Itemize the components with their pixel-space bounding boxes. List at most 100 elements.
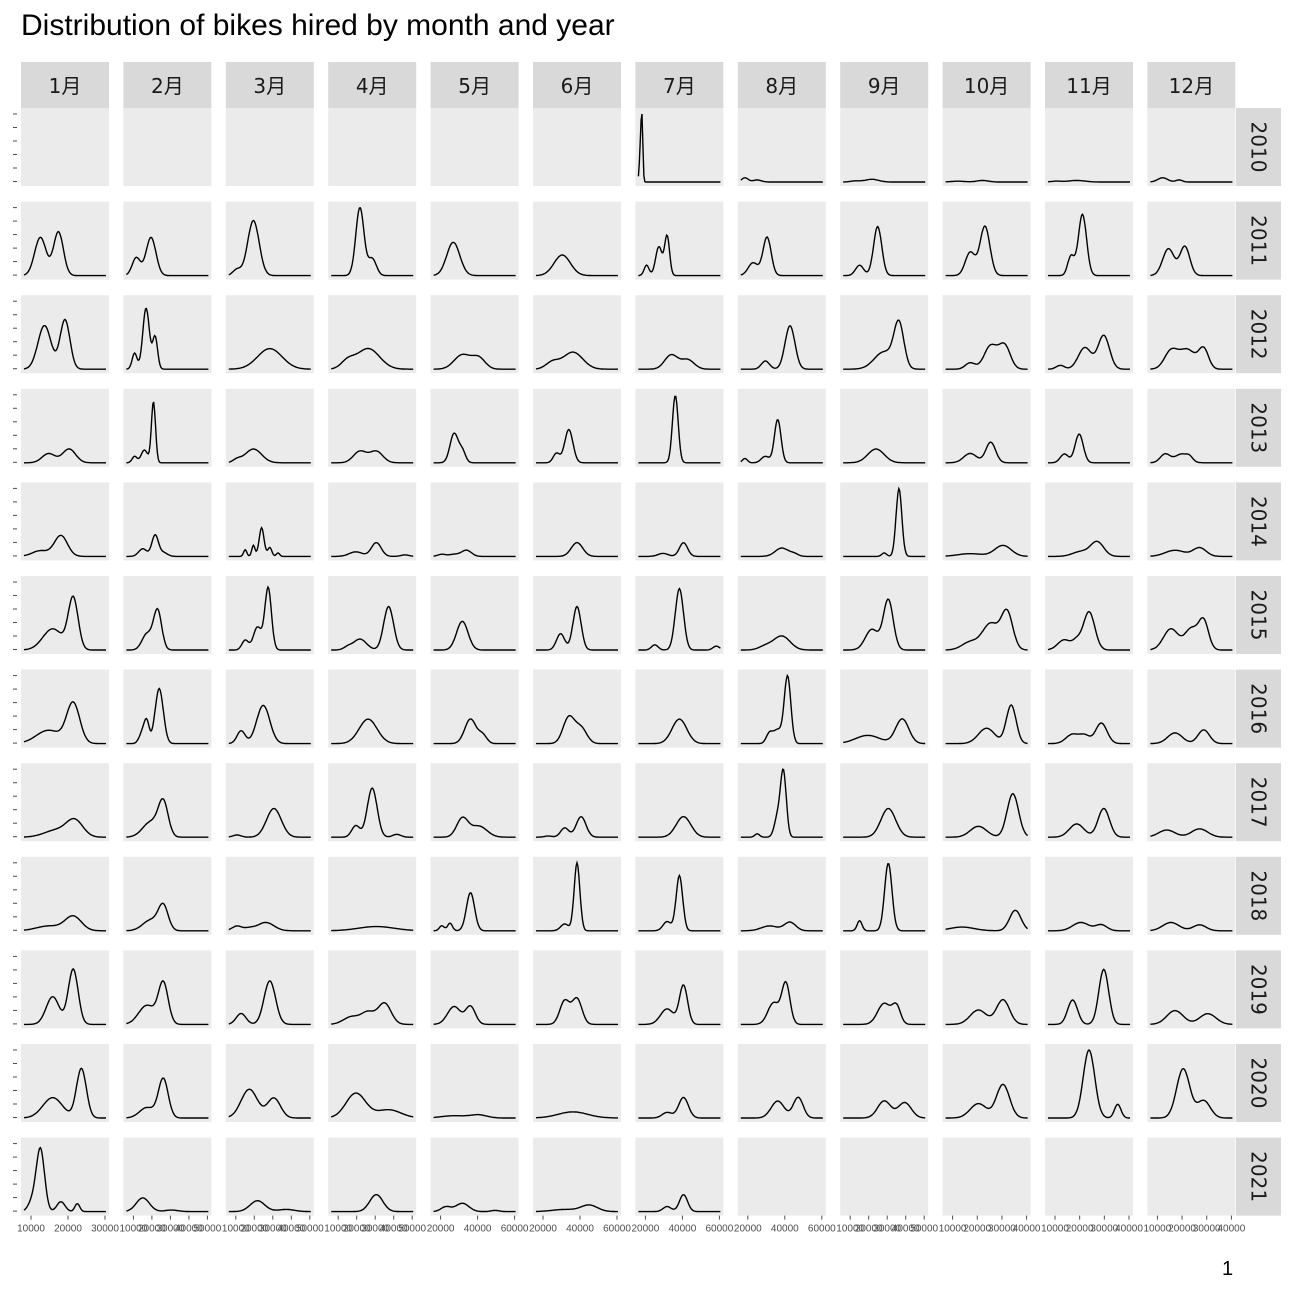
density-curve xyxy=(945,342,1028,370)
facet-panel xyxy=(635,201,724,280)
facet-panel xyxy=(21,388,109,467)
facet-panel xyxy=(328,388,417,467)
facet-panel xyxy=(737,388,826,467)
facet-panel xyxy=(1045,482,1133,561)
year-strip xyxy=(1236,576,1281,654)
facet-panel xyxy=(942,950,1031,1029)
density-curve xyxy=(740,635,823,651)
x-tick-label: 30000 xyxy=(988,1224,1016,1235)
density-curve xyxy=(23,1067,106,1119)
density-curve xyxy=(843,319,926,370)
density-curve xyxy=(843,448,926,464)
facet-panel xyxy=(328,1137,417,1216)
density-curve xyxy=(638,1096,721,1119)
facet-panel xyxy=(21,482,109,561)
month-strip-label: 12月 xyxy=(1169,74,1214,98)
density-curve xyxy=(945,608,1028,651)
facet-panel xyxy=(533,482,621,561)
facet-panel xyxy=(840,576,929,654)
density-curve xyxy=(331,1001,414,1026)
year-strip xyxy=(1236,1137,1281,1216)
density-curve xyxy=(1150,921,1233,932)
density-curve xyxy=(433,1113,516,1119)
density-curve xyxy=(740,236,823,277)
density-curve xyxy=(536,428,618,464)
facet-panel xyxy=(430,1137,519,1216)
facet-panel xyxy=(21,763,109,842)
year-strip-label: 2017 xyxy=(1247,777,1271,828)
density-curve xyxy=(228,807,311,838)
x-tick-label: 10000 xyxy=(939,1224,967,1235)
density-curve xyxy=(638,873,721,932)
year-strip xyxy=(1236,482,1281,561)
facet-panel xyxy=(635,763,724,842)
density-curve xyxy=(945,998,1028,1026)
density-curve xyxy=(126,534,209,558)
facet-panel xyxy=(737,856,826,935)
density-curve xyxy=(945,179,1028,183)
facet-panel xyxy=(225,1137,314,1216)
x-tick-label: 20000 xyxy=(529,1224,557,1235)
year-strip-label: 2020 xyxy=(1247,1058,1271,1109)
facet-panel xyxy=(430,1044,519,1122)
density-curve xyxy=(1048,433,1130,464)
facet-panel xyxy=(942,1137,1031,1216)
facet-panel xyxy=(1045,388,1133,467)
month-strip xyxy=(942,62,1031,108)
facet-panel xyxy=(942,201,1031,280)
density-curve xyxy=(535,351,618,370)
x-tick-label: 30000 xyxy=(1193,1224,1221,1235)
x-tick-label: 30000 xyxy=(873,1224,901,1235)
facet-panel xyxy=(737,201,826,280)
x-tick-label: 50000 xyxy=(910,1224,938,1235)
density-curve xyxy=(228,526,311,558)
facet-panel xyxy=(430,388,519,467)
x-tick-label: 20000 xyxy=(855,1224,883,1235)
month-strip-label: 1月 xyxy=(49,74,82,98)
density-curve xyxy=(126,687,209,745)
density-curve xyxy=(843,225,926,277)
year-strip-label: 2012 xyxy=(1247,309,1271,360)
density-curve xyxy=(126,1197,209,1213)
x-tick-label: 20000 xyxy=(138,1224,166,1235)
facet-panel xyxy=(430,950,519,1029)
x-tick-label: 50000 xyxy=(296,1224,324,1235)
density-curve xyxy=(24,967,106,1026)
density-curve xyxy=(638,353,721,370)
facet-panel xyxy=(328,482,417,561)
facet-panel xyxy=(737,576,826,654)
x-tick-label: 30000 xyxy=(91,1224,119,1235)
facet-panel xyxy=(225,295,314,374)
x-tick-label: 30000 xyxy=(156,1224,184,1235)
density-curve xyxy=(638,542,721,558)
month-strip-label: 5月 xyxy=(458,74,491,98)
density-curve xyxy=(945,225,1028,277)
density-curve xyxy=(945,441,1028,464)
density-curve xyxy=(638,816,721,838)
density-curve xyxy=(1048,968,1130,1026)
facet-panel xyxy=(840,1044,929,1122)
facet-panel xyxy=(1045,108,1133,186)
facet-panel xyxy=(328,950,417,1029)
x-tick-label: 10000 xyxy=(17,1224,45,1235)
x-tick-label: 50000 xyxy=(193,1224,221,1235)
month-strip-label: 4月 xyxy=(356,74,389,98)
facet-panel xyxy=(1147,950,1236,1029)
facet-panel xyxy=(123,482,212,561)
facet-panel xyxy=(1045,201,1133,280)
density-curve xyxy=(126,607,209,651)
year-strip xyxy=(1236,108,1281,186)
x-tick-label: 20000 xyxy=(1168,1224,1196,1235)
density-curve xyxy=(24,817,106,838)
facet-panel xyxy=(328,763,417,842)
month-strip-label: 10月 xyxy=(964,74,1009,98)
facet-panel xyxy=(225,108,314,186)
facet-panel xyxy=(123,388,212,467)
density-curve xyxy=(228,347,311,370)
facet-panel xyxy=(840,295,929,374)
month-strip xyxy=(1147,62,1236,108)
facet-panel xyxy=(328,201,417,280)
density-curve xyxy=(536,996,618,1026)
facet-panel xyxy=(21,295,109,374)
density-curve xyxy=(843,1002,926,1026)
